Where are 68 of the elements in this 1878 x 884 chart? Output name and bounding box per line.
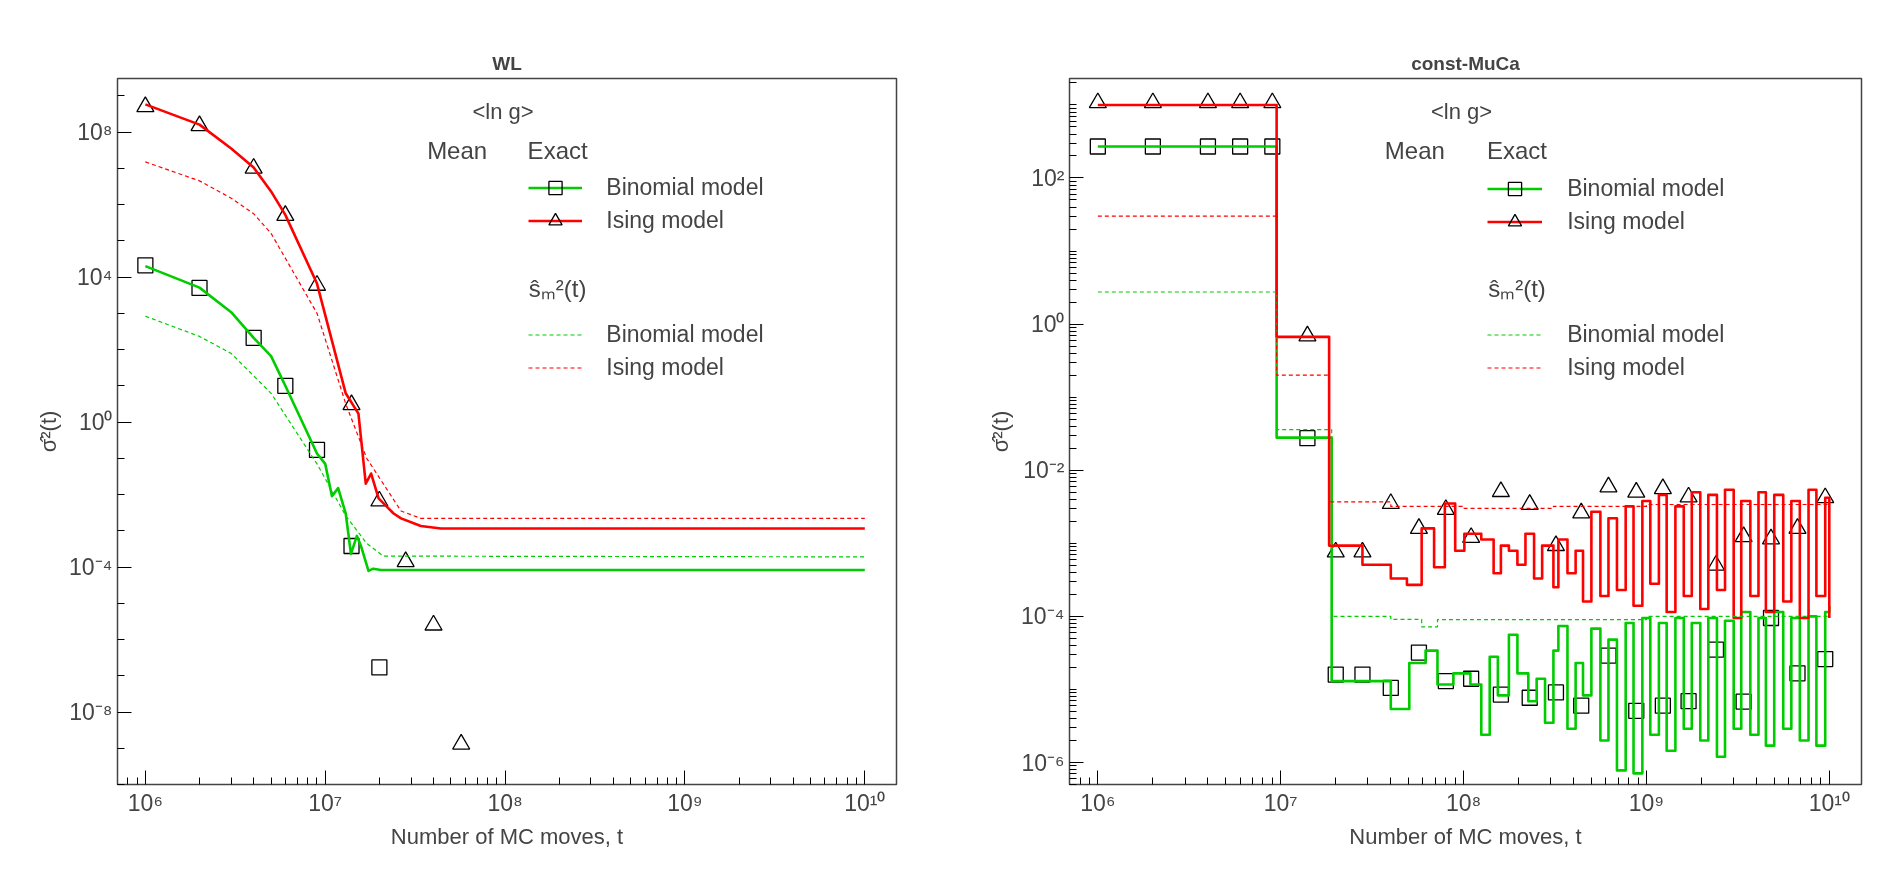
y-tick-label: 10⁻⁴ [69,554,113,581]
y-tick-label: 10⁰ [1030,311,1065,338]
legend-title: <ln g> [472,99,534,125]
point [1573,697,1590,714]
point [1653,478,1673,495]
annotation: Mean [427,137,488,165]
y-tick-label: 10⁻⁶ [1021,749,1065,776]
x-axis-title: Number of MC moves, t [390,823,624,849]
y-tick-label: 10⁴ [77,264,113,291]
point [1654,697,1672,714]
x-tick-label: 10⁹ [667,789,703,816]
y-tick-label: 10⁻⁴ [1021,603,1065,630]
point [1461,527,1481,544]
annotation: Exact [1486,137,1548,165]
annotation: ŝₘ²(t) [528,275,587,303]
annotation: Mean [1384,137,1445,165]
point [1409,517,1429,534]
point [1382,679,1399,697]
point [1491,481,1511,498]
point [1627,481,1646,498]
y-tick-label: 10⁸ [77,119,113,146]
point [1462,670,1480,687]
x-tick-label: 10¹⁰ [844,789,886,816]
point [1327,666,1344,683]
legend-title: <ln g> [1430,99,1493,125]
x-tick-label: 10⁷ [308,789,343,816]
legend-label: Ising model [606,352,724,382]
point [1762,609,1780,627]
point [1761,528,1781,545]
x-tick-label: 10⁶ [1080,789,1116,816]
y-tick-label: 10⁻⁸ [69,699,113,725]
y-tick-label: 10⁰ [78,409,113,436]
point [1788,517,1807,534]
point [1680,693,1697,710]
point [1599,476,1618,493]
y-axis-title: σ̂²(t) [36,410,62,453]
legend-label: Binomial model [606,319,764,349]
point [1353,541,1372,558]
x-axis-title: Number of MC moves, t [1349,823,1582,849]
x-tick-label: 10¹⁰ [1808,789,1850,816]
x-tick-label: 10⁸ [487,789,523,816]
point [1679,486,1698,503]
legend-label: Binomial model [606,173,764,203]
annotation: ŝₘ²(t) [1488,275,1546,303]
legend-label: Ising model [606,206,724,236]
x-tick-label: 10⁸ [1445,789,1482,816]
legend-label: Binomial model [1567,174,1725,204]
point [1789,665,1806,682]
x-tick-label: 10⁶ [127,789,163,816]
legend-label: Binomial model [1567,320,1725,350]
legend-label: Ising model [1567,207,1685,237]
legend-label: Ising model [1567,353,1685,383]
x-tick-label: 10⁹ [1628,789,1665,816]
point [1381,493,1400,510]
y-tick-label: 10² [1031,164,1065,191]
y-axis-title: σ̂²(t) [988,410,1014,453]
point [1734,526,1753,543]
chart-title: const-MuCa [1411,52,1521,74]
point [1816,487,1835,504]
chart-title: WL [492,52,523,74]
point [1436,499,1455,516]
point [1298,325,1317,342]
x-tick-label: 10⁷ [1263,789,1298,816]
point [1354,666,1371,683]
point [1492,686,1510,703]
point [1572,502,1591,519]
annotation: Exact [527,137,588,165]
y-tick-label: 10⁻² [1023,457,1065,484]
